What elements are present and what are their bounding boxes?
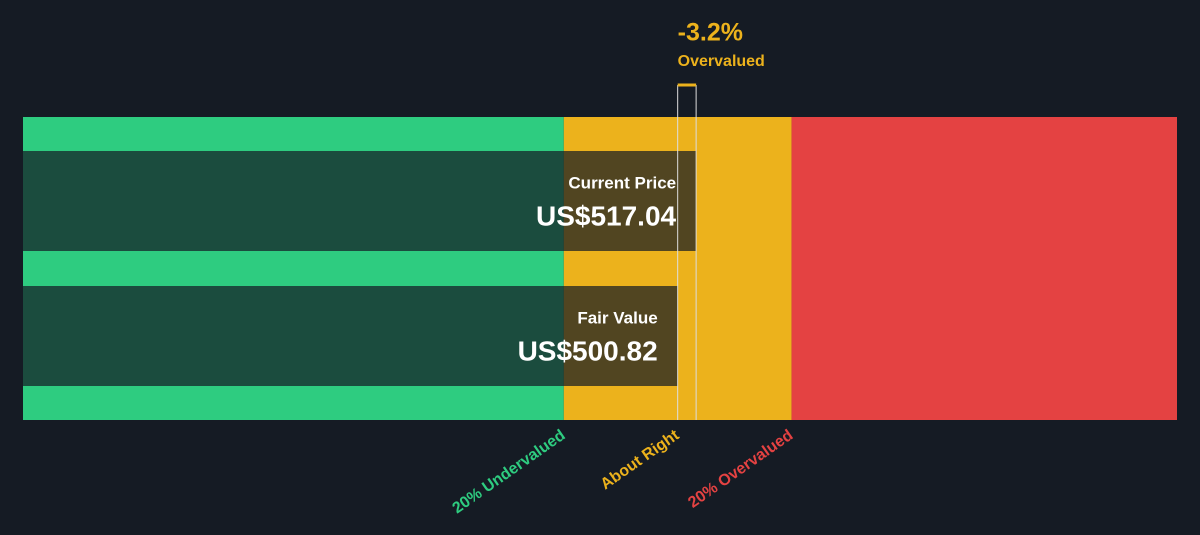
bar-name: Fair Value (577, 308, 657, 327)
value-bar (23, 151, 697, 251)
annotation-label: Overvalued (678, 53, 765, 70)
annotation-value: -3.2% (678, 19, 743, 47)
bar-name: Current Price (568, 173, 676, 192)
value-bar (23, 286, 678, 386)
zone (791, 117, 1177, 420)
bar-value: US$517.04 (536, 200, 677, 231)
bar-value: US$500.82 (518, 335, 658, 366)
